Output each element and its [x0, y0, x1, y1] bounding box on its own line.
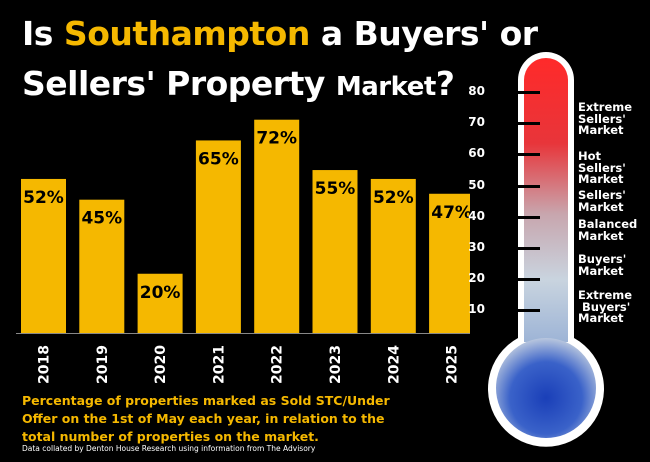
- scale-tick-40: [518, 215, 540, 219]
- zone-label-4: Balanced Market: [578, 217, 638, 243]
- chart-title-line-1: Is Southampton a Buyers' or: [22, 14, 538, 53]
- title-line2-c: ?: [435, 64, 455, 103]
- data-label-2022: 72%: [256, 129, 297, 149]
- scale-tick-80: [518, 91, 540, 94]
- scale-tick-50: [518, 184, 540, 188]
- chart-title-line-2: Sellers' Property Market?: [22, 64, 455, 103]
- data-label-2018: 52%: [23, 188, 64, 208]
- scale-tick-60: [518, 153, 540, 157]
- thermometer-bulb: [496, 338, 596, 438]
- chart-caption: Percentage of properties marked as Sold …: [22, 393, 390, 444]
- zone-label-6: Extreme Buyers' Market: [578, 288, 633, 325]
- thermometer-tube: [524, 58, 568, 342]
- title-line2-b: Market: [335, 72, 436, 102]
- bar-2021: [195, 140, 241, 333]
- bar-2019: [79, 199, 125, 333]
- bar-2020: [137, 273, 183, 333]
- zone-label-3: Sellers' Market: [578, 188, 626, 214]
- zone-label-5: Buyers' Market: [578, 252, 627, 278]
- bar-chart: 52% 2018 45% 2019 20% 2020 65% 2021 72% 2022 55% 20…: [16, 119, 470, 384]
- x-tick-label-2019: 2019: [95, 345, 111, 384]
- scale-tick-70: [518, 122, 540, 126]
- scale-number-70: 70: [468, 115, 485, 130]
- x-tick-label-2025: 2025: [445, 345, 461, 384]
- x-tick-label-2023: 2023: [328, 345, 344, 384]
- x-tick-label-2020: 2020: [153, 345, 169, 384]
- scale-number-10: 10: [468, 302, 485, 317]
- x-tick-label-2022: 2022: [270, 345, 286, 384]
- bar-2022: [254, 119, 300, 333]
- data-label-2025: 47%: [431, 203, 470, 223]
- title-line2-a: Sellers' Property: [22, 64, 336, 103]
- scale-tick-10: [518, 309, 540, 313]
- bar-2024: [370, 178, 416, 333]
- title-post: a Buyers' or: [309, 14, 538, 53]
- data-label-2021: 65%: [198, 149, 239, 169]
- source-note: Data collated by Denton House Research u…: [22, 444, 316, 453]
- scale-tick-30: [518, 247, 540, 250]
- bar-2025: [429, 193, 470, 333]
- data-label-2024: 52%: [373, 188, 414, 208]
- scale-number-20: 20: [468, 271, 485, 286]
- scale-tick-20: [518, 278, 540, 282]
- bar-2023: [312, 170, 358, 333]
- title-highlight: Southampton: [63, 14, 310, 53]
- data-label-2020: 20%: [140, 283, 181, 303]
- x-tick-label-2018: 2018: [37, 345, 53, 384]
- scale-number-50: 50: [468, 177, 485, 192]
- zone-label-2: Hot Sellers' Market: [578, 149, 626, 186]
- scale-number-30: 30: [468, 240, 485, 254]
- title-pre: Is: [22, 14, 64, 53]
- bar-2018: [21, 178, 66, 333]
- scale-number-80: 80: [468, 84, 485, 98]
- x-tick-label-2024: 2024: [386, 345, 402, 384]
- scale-number-60: 60: [468, 146, 485, 161]
- data-label-2019: 45%: [81, 209, 122, 229]
- x-tick-label-2021: 2021: [211, 345, 227, 384]
- zone-label-1: Extreme Sellers' Market: [578, 100, 633, 137]
- data-label-2023: 55%: [315, 179, 356, 199]
- scale-number-40: 40: [468, 208, 485, 223]
